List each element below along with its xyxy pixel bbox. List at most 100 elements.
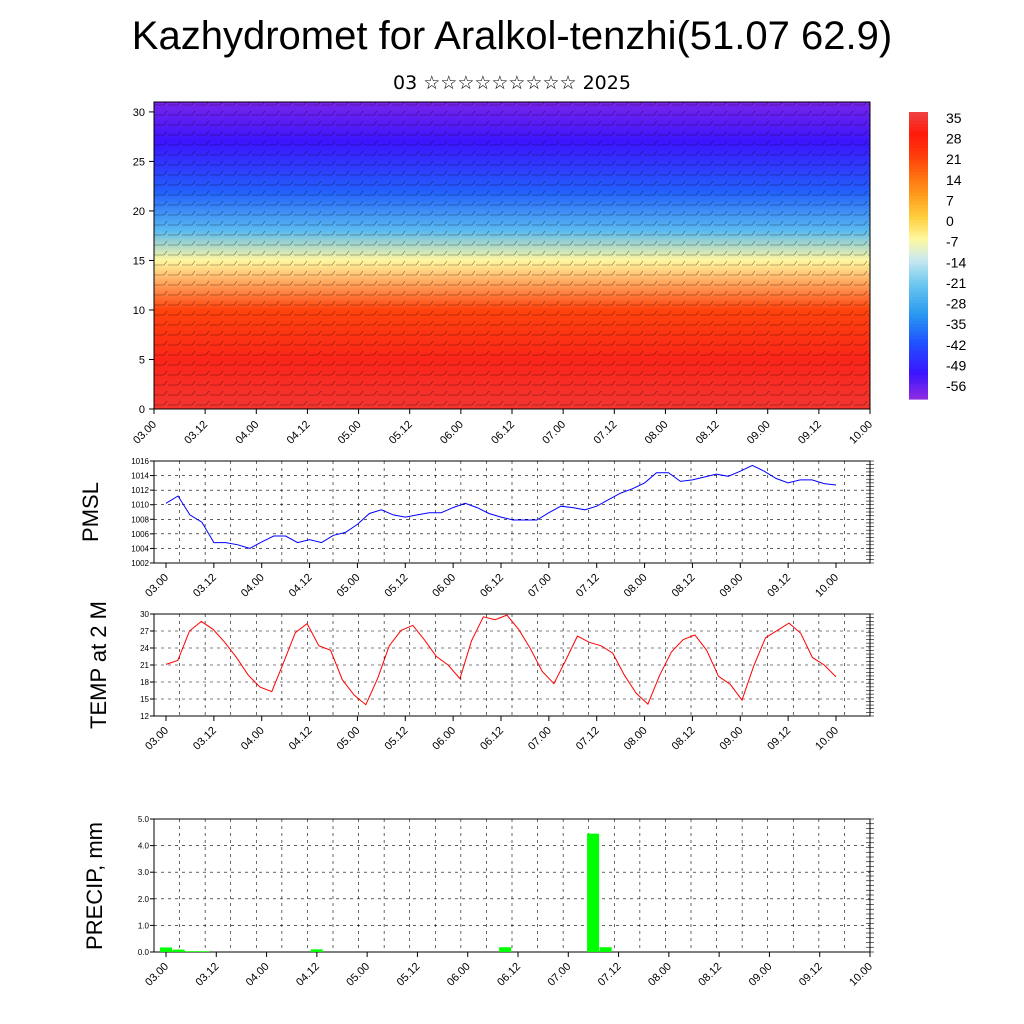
colorbar-cell (909, 330, 928, 334)
colorbar-cell (909, 300, 928, 304)
chart-title: Kazhydromet for Aralkol-tenzhi(51.07 62.… (131, 14, 893, 58)
x-tick-label: 03.12 (182, 419, 210, 447)
colorbar-label: 7 (946, 192, 954, 208)
x-tick-label: 04.00 (233, 419, 261, 447)
colorbar-cell (909, 201, 928, 206)
x-tick-label: 09.00 (717, 725, 745, 753)
colorbar-label: -14 (946, 254, 966, 270)
x-tick-label: 04.12 (287, 725, 315, 753)
y-tick-label: 1010 (131, 501, 149, 510)
colorbar-cell (909, 378, 928, 382)
x-tick-label: 07.12 (591, 419, 619, 447)
y-tick-label: 1006 (131, 530, 149, 539)
colorbar-cell (909, 249, 928, 254)
y-tick-label: 30 (140, 610, 149, 619)
y-tick-label: 3.0 (138, 868, 150, 877)
x-tick-label: 04.00 (239, 572, 267, 600)
x-tick-label: 03.00 (131, 419, 159, 447)
colorbar-label: -7 (946, 234, 959, 250)
y-tick-label: 0 (139, 404, 145, 416)
colorbar-cell (909, 246, 928, 251)
x-tick-label: 06.12 (478, 572, 506, 600)
colorbar-cell (909, 342, 928, 346)
colorbar-cell (909, 150, 928, 155)
precip-panel: 0.0 1.0 2.0 3.0 4.0 5.0 03.00 03.12 04.00 04.12 05… (82, 815, 875, 989)
colorbar-cell (909, 381, 928, 385)
colorbar-cell (909, 357, 928, 361)
x-tick-label: 09.12 (797, 961, 825, 989)
colorbar-label: 14 (946, 172, 962, 188)
x-tick-label: 07.12 (596, 961, 624, 989)
colorbar-cell (909, 390, 928, 394)
colorbar-cell (909, 204, 928, 209)
colorbar-cell (909, 222, 928, 227)
colorbar-label: -49 (946, 357, 966, 373)
x-tick-label: 06.00 (430, 725, 458, 753)
colorbar-label: -56 (946, 378, 966, 394)
colorbar-cell (909, 339, 928, 343)
colorbar-cell (909, 348, 928, 352)
x-tick-label: 09.12 (796, 419, 824, 447)
colorbar-cell (909, 138, 928, 143)
x-tick-label: 09.00 (747, 961, 775, 989)
x-tick-label: 10.00 (813, 572, 841, 600)
y-tick-label: 15 (133, 255, 145, 267)
y-tick-label: 18 (140, 678, 149, 687)
colorbar-cell (909, 180, 928, 185)
x-tick-label: 06.00 (438, 419, 466, 447)
colorbar-cell (909, 114, 928, 119)
colorbar-cell (909, 336, 928, 340)
colorbar-cell (909, 177, 928, 182)
colorbar-cell (909, 255, 928, 260)
colorbar-cell (909, 324, 928, 328)
x-tick-label: 07.00 (540, 419, 568, 447)
x-tick-label: 05.12 (395, 961, 423, 989)
colorbar-label: -21 (946, 275, 966, 291)
colorbar-cell (909, 159, 928, 164)
y-tick-label: 20 (133, 206, 145, 218)
colorbar-cell (909, 333, 928, 337)
colorbar-cell (909, 276, 928, 281)
y-tick-label: 1014 (131, 472, 149, 481)
colorbar-cell (909, 186, 928, 191)
colorbar-cell (909, 189, 928, 194)
y-tick-label: 1016 (131, 457, 149, 466)
y-tick-label: 1004 (131, 544, 149, 553)
precip-bar (310, 949, 323, 952)
colorbar-cell (909, 252, 928, 257)
x-tick-label: 09.12 (765, 572, 793, 600)
colorbar-cell (909, 165, 928, 170)
y-tick-label: 1008 (131, 515, 149, 524)
x-tick-label: 05.00 (344, 961, 372, 989)
y-axis-label: TEMP at 2 M (86, 601, 111, 729)
colorbar-cell (909, 243, 928, 248)
x-tick-label: 10.00 (813, 725, 841, 753)
colorbar-cell (909, 360, 928, 364)
x-tick-label: 05.00 (336, 419, 364, 447)
colorbar-cell (909, 195, 928, 200)
x-tick-label: 08.00 (643, 419, 671, 447)
x-tick-label: 10.00 (847, 419, 875, 447)
colorbar-label: -42 (946, 337, 966, 353)
colorbar-cell (909, 234, 928, 239)
colorbar-cell (909, 363, 928, 367)
colorbar-cell (909, 291, 928, 295)
colorbar-label: -28 (946, 296, 966, 312)
colorbar-cell (909, 153, 928, 158)
x-tick-label: 04.12 (294, 961, 322, 989)
precip-bar (160, 947, 172, 952)
colorbar-cell (909, 261, 928, 266)
colorbar-cell (909, 318, 928, 322)
precip-bar (172, 949, 185, 952)
y-tick-label: 1012 (131, 486, 149, 495)
colorbar-cell (909, 387, 928, 391)
precip-bar (499, 947, 512, 952)
y-tick-label: 1.0 (138, 921, 150, 930)
y-tick-label: 21 (140, 661, 149, 670)
colorbar-cell (909, 309, 928, 313)
colorbar-cell (909, 354, 928, 358)
x-tick-label: 07.12 (574, 725, 602, 753)
y-tick-label: 24 (140, 644, 149, 653)
colorbar-cell (909, 297, 928, 301)
colorbar-cell (909, 132, 928, 137)
